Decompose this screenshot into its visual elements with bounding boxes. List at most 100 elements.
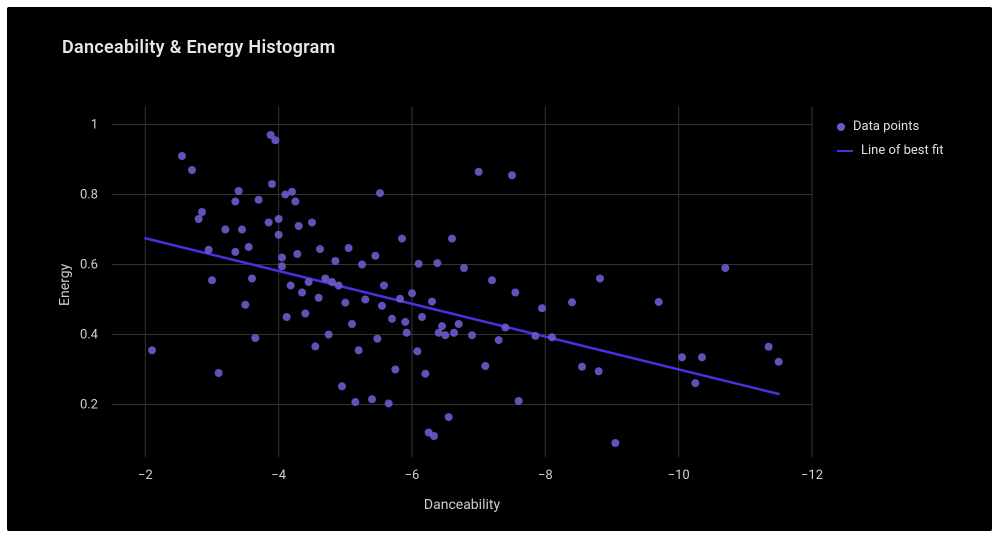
data-point bbox=[355, 346, 363, 354]
data-point bbox=[221, 226, 229, 234]
data-point bbox=[501, 324, 509, 332]
data-point bbox=[298, 289, 306, 297]
data-point bbox=[415, 260, 423, 268]
legend-label: Line of best fit bbox=[861, 141, 943, 161]
scatter-plot: −2−4−6−8−10−120.20.40.60.81 bbox=[112, 107, 812, 457]
chart-frame: Danceability & Energy Histogram −2−4−6−8… bbox=[7, 7, 992, 531]
x-tick-label: −6 bbox=[405, 468, 420, 483]
data-point bbox=[538, 304, 546, 312]
data-point bbox=[460, 264, 468, 272]
data-point bbox=[295, 222, 303, 230]
data-point bbox=[275, 215, 283, 223]
data-point bbox=[316, 245, 324, 253]
legend-item: Line of best fit bbox=[837, 141, 943, 161]
data-point bbox=[388, 315, 396, 323]
data-point bbox=[305, 278, 313, 286]
data-point bbox=[198, 208, 206, 216]
data-point bbox=[335, 282, 343, 290]
data-point bbox=[428, 298, 436, 306]
x-tick-label: −8 bbox=[538, 468, 553, 483]
data-point bbox=[438, 322, 446, 330]
legend-item: Data points bbox=[837, 117, 943, 137]
data-point bbox=[430, 432, 438, 440]
data-point bbox=[380, 282, 388, 290]
data-point bbox=[401, 318, 409, 326]
legend-label: Data points bbox=[853, 117, 919, 137]
legend-marker-icon bbox=[837, 123, 845, 131]
data-point bbox=[311, 342, 319, 350]
data-point bbox=[655, 298, 663, 306]
y-tick-label: 0.2 bbox=[80, 398, 98, 413]
x-tick-label: −12 bbox=[801, 468, 823, 483]
data-point bbox=[308, 219, 316, 227]
data-point bbox=[325, 331, 333, 339]
data-point bbox=[368, 395, 376, 403]
y-tick-label: 0.4 bbox=[80, 328, 99, 343]
data-point bbox=[265, 219, 273, 227]
data-point bbox=[721, 264, 729, 272]
data-point bbox=[255, 196, 263, 204]
data-point bbox=[548, 333, 556, 341]
best-fit-line bbox=[145, 238, 778, 394]
data-point bbox=[398, 235, 406, 243]
data-point bbox=[433, 259, 441, 267]
x-tick-label: −10 bbox=[668, 468, 690, 483]
data-point bbox=[595, 367, 603, 375]
data-point bbox=[241, 301, 249, 309]
data-point bbox=[691, 379, 699, 387]
data-point bbox=[278, 262, 286, 270]
data-point bbox=[450, 329, 458, 337]
y-tick-label: 1 bbox=[91, 118, 98, 133]
data-point bbox=[596, 275, 604, 283]
data-point bbox=[348, 320, 356, 328]
data-point bbox=[215, 369, 223, 377]
data-point bbox=[481, 362, 489, 370]
data-point bbox=[288, 188, 296, 196]
data-point bbox=[283, 313, 291, 321]
data-point bbox=[371, 252, 379, 260]
data-point bbox=[611, 439, 619, 447]
data-point bbox=[238, 226, 246, 234]
data-point bbox=[287, 282, 295, 290]
data-point bbox=[235, 187, 243, 195]
x-tick-label: −4 bbox=[271, 468, 286, 483]
data-point bbox=[188, 166, 196, 174]
data-point bbox=[511, 289, 519, 297]
legend-line-icon bbox=[837, 150, 853, 152]
data-point bbox=[208, 276, 216, 284]
data-point bbox=[508, 171, 516, 179]
legend: Data points Line of best fit bbox=[837, 117, 943, 165]
data-point bbox=[418, 313, 426, 321]
data-point bbox=[351, 398, 359, 406]
data-point bbox=[301, 310, 309, 318]
data-point bbox=[361, 296, 369, 304]
data-point bbox=[775, 358, 783, 366]
data-point bbox=[341, 299, 349, 307]
data-point bbox=[515, 397, 523, 405]
data-point bbox=[271, 136, 279, 144]
data-point bbox=[531, 332, 539, 340]
data-point bbox=[331, 257, 339, 265]
data-point bbox=[378, 302, 386, 310]
data-point bbox=[495, 336, 503, 344]
data-point bbox=[408, 289, 416, 297]
data-point bbox=[765, 343, 773, 351]
data-point bbox=[391, 366, 399, 374]
data-point bbox=[248, 275, 256, 283]
data-point bbox=[245, 243, 253, 251]
data-point bbox=[293, 250, 301, 258]
data-point bbox=[403, 329, 411, 337]
data-point bbox=[413, 347, 421, 355]
data-point bbox=[231, 198, 239, 206]
data-point bbox=[148, 346, 156, 354]
data-point bbox=[678, 353, 686, 361]
data-point bbox=[578, 363, 586, 371]
data-point bbox=[488, 276, 496, 284]
data-point bbox=[205, 246, 213, 254]
data-point bbox=[421, 370, 429, 378]
y-tick-label: 0.8 bbox=[80, 188, 98, 203]
data-point bbox=[345, 244, 353, 252]
data-point bbox=[278, 254, 286, 262]
data-point bbox=[455, 320, 463, 328]
data-point bbox=[445, 413, 453, 421]
